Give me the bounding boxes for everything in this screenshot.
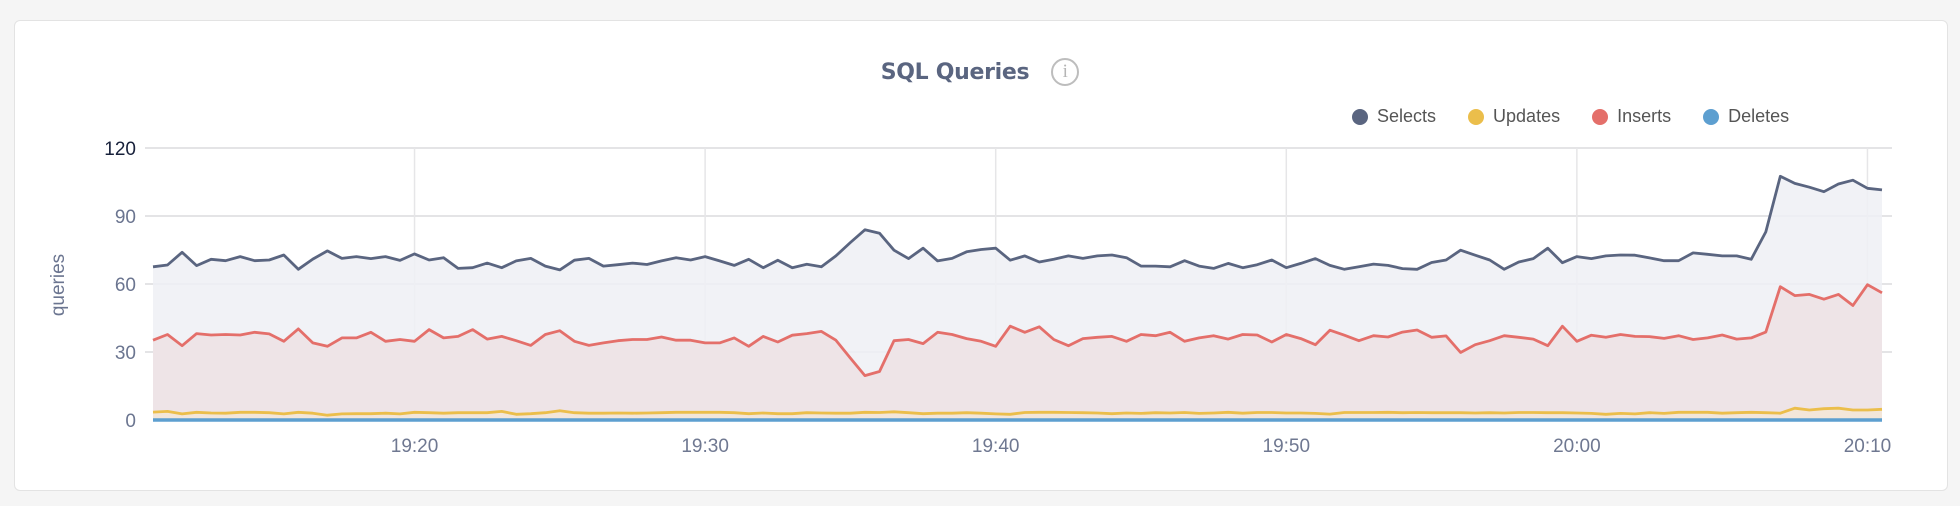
legend-label-deletes: Deletes bbox=[1728, 106, 1790, 126]
series-lines bbox=[152, 174, 1883, 422]
legend-dot-selects bbox=[1352, 108, 1368, 125]
x-tick-label: 20:00 bbox=[1553, 436, 1601, 457]
legend-item-updates[interactable]: Updates bbox=[1468, 106, 1560, 127]
y-tick-label: 60 bbox=[115, 275, 136, 296]
x-tick-label: 19:50 bbox=[1263, 436, 1311, 457]
x-tick-label: 19:30 bbox=[681, 436, 729, 457]
y-tick-label: 30 bbox=[115, 343, 136, 364]
line-inserts bbox=[152, 283, 1883, 378]
panel-title: SQL Queries bbox=[880, 59, 1030, 85]
legend-item-inserts[interactable]: Inserts bbox=[1592, 106, 1671, 127]
y-axis-ticks: 0 30 60 90 120 bbox=[104, 139, 136, 432]
legend-item-selects[interactable]: Selects bbox=[1352, 106, 1436, 127]
legend-dot-inserts bbox=[1592, 108, 1609, 125]
legend-label-selects: Selects bbox=[1377, 106, 1437, 126]
x-tick-label: 20:10 bbox=[1844, 436, 1892, 457]
y-axis-label: queries bbox=[48, 254, 69, 316]
x-tick-label: 19:20 bbox=[391, 436, 439, 457]
panel-header: SQL Queries i bbox=[0, 52, 1960, 92]
chart-legend: Selects Updates Inserts Deletes bbox=[1352, 106, 1821, 127]
info-circle-icon[interactable]: i bbox=[1051, 58, 1080, 86]
legend-item-deletes[interactable]: Deletes bbox=[1703, 106, 1789, 127]
legend-label-updates: Updates bbox=[1493, 106, 1561, 126]
x-tick-label: 19:40 bbox=[972, 436, 1020, 457]
y-tick-label: 120 bbox=[104, 139, 136, 160]
y-tick-label: 90 bbox=[115, 207, 136, 228]
series-areas bbox=[153, 176, 1882, 420]
y-tick-label: 0 bbox=[125, 411, 136, 432]
x-axis-ticks: 19:20 19:30 19:40 19:50 20:00 20:10 bbox=[391, 436, 1891, 457]
legend-label-inserts: Inserts bbox=[1617, 106, 1672, 126]
line-updates bbox=[152, 406, 1883, 417]
area-inserts bbox=[153, 284, 1882, 420]
legend-dot-deletes bbox=[1703, 108, 1720, 125]
line-selects bbox=[152, 174, 1883, 272]
legend-dot-updates bbox=[1468, 108, 1485, 125]
